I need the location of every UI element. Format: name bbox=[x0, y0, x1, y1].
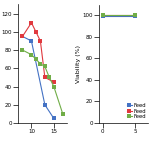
Y-axis label: Viability (%): Viability (%) bbox=[76, 45, 81, 83]
Legend: Feed, Feed, Feed: Feed, Feed, Feed bbox=[126, 102, 147, 120]
